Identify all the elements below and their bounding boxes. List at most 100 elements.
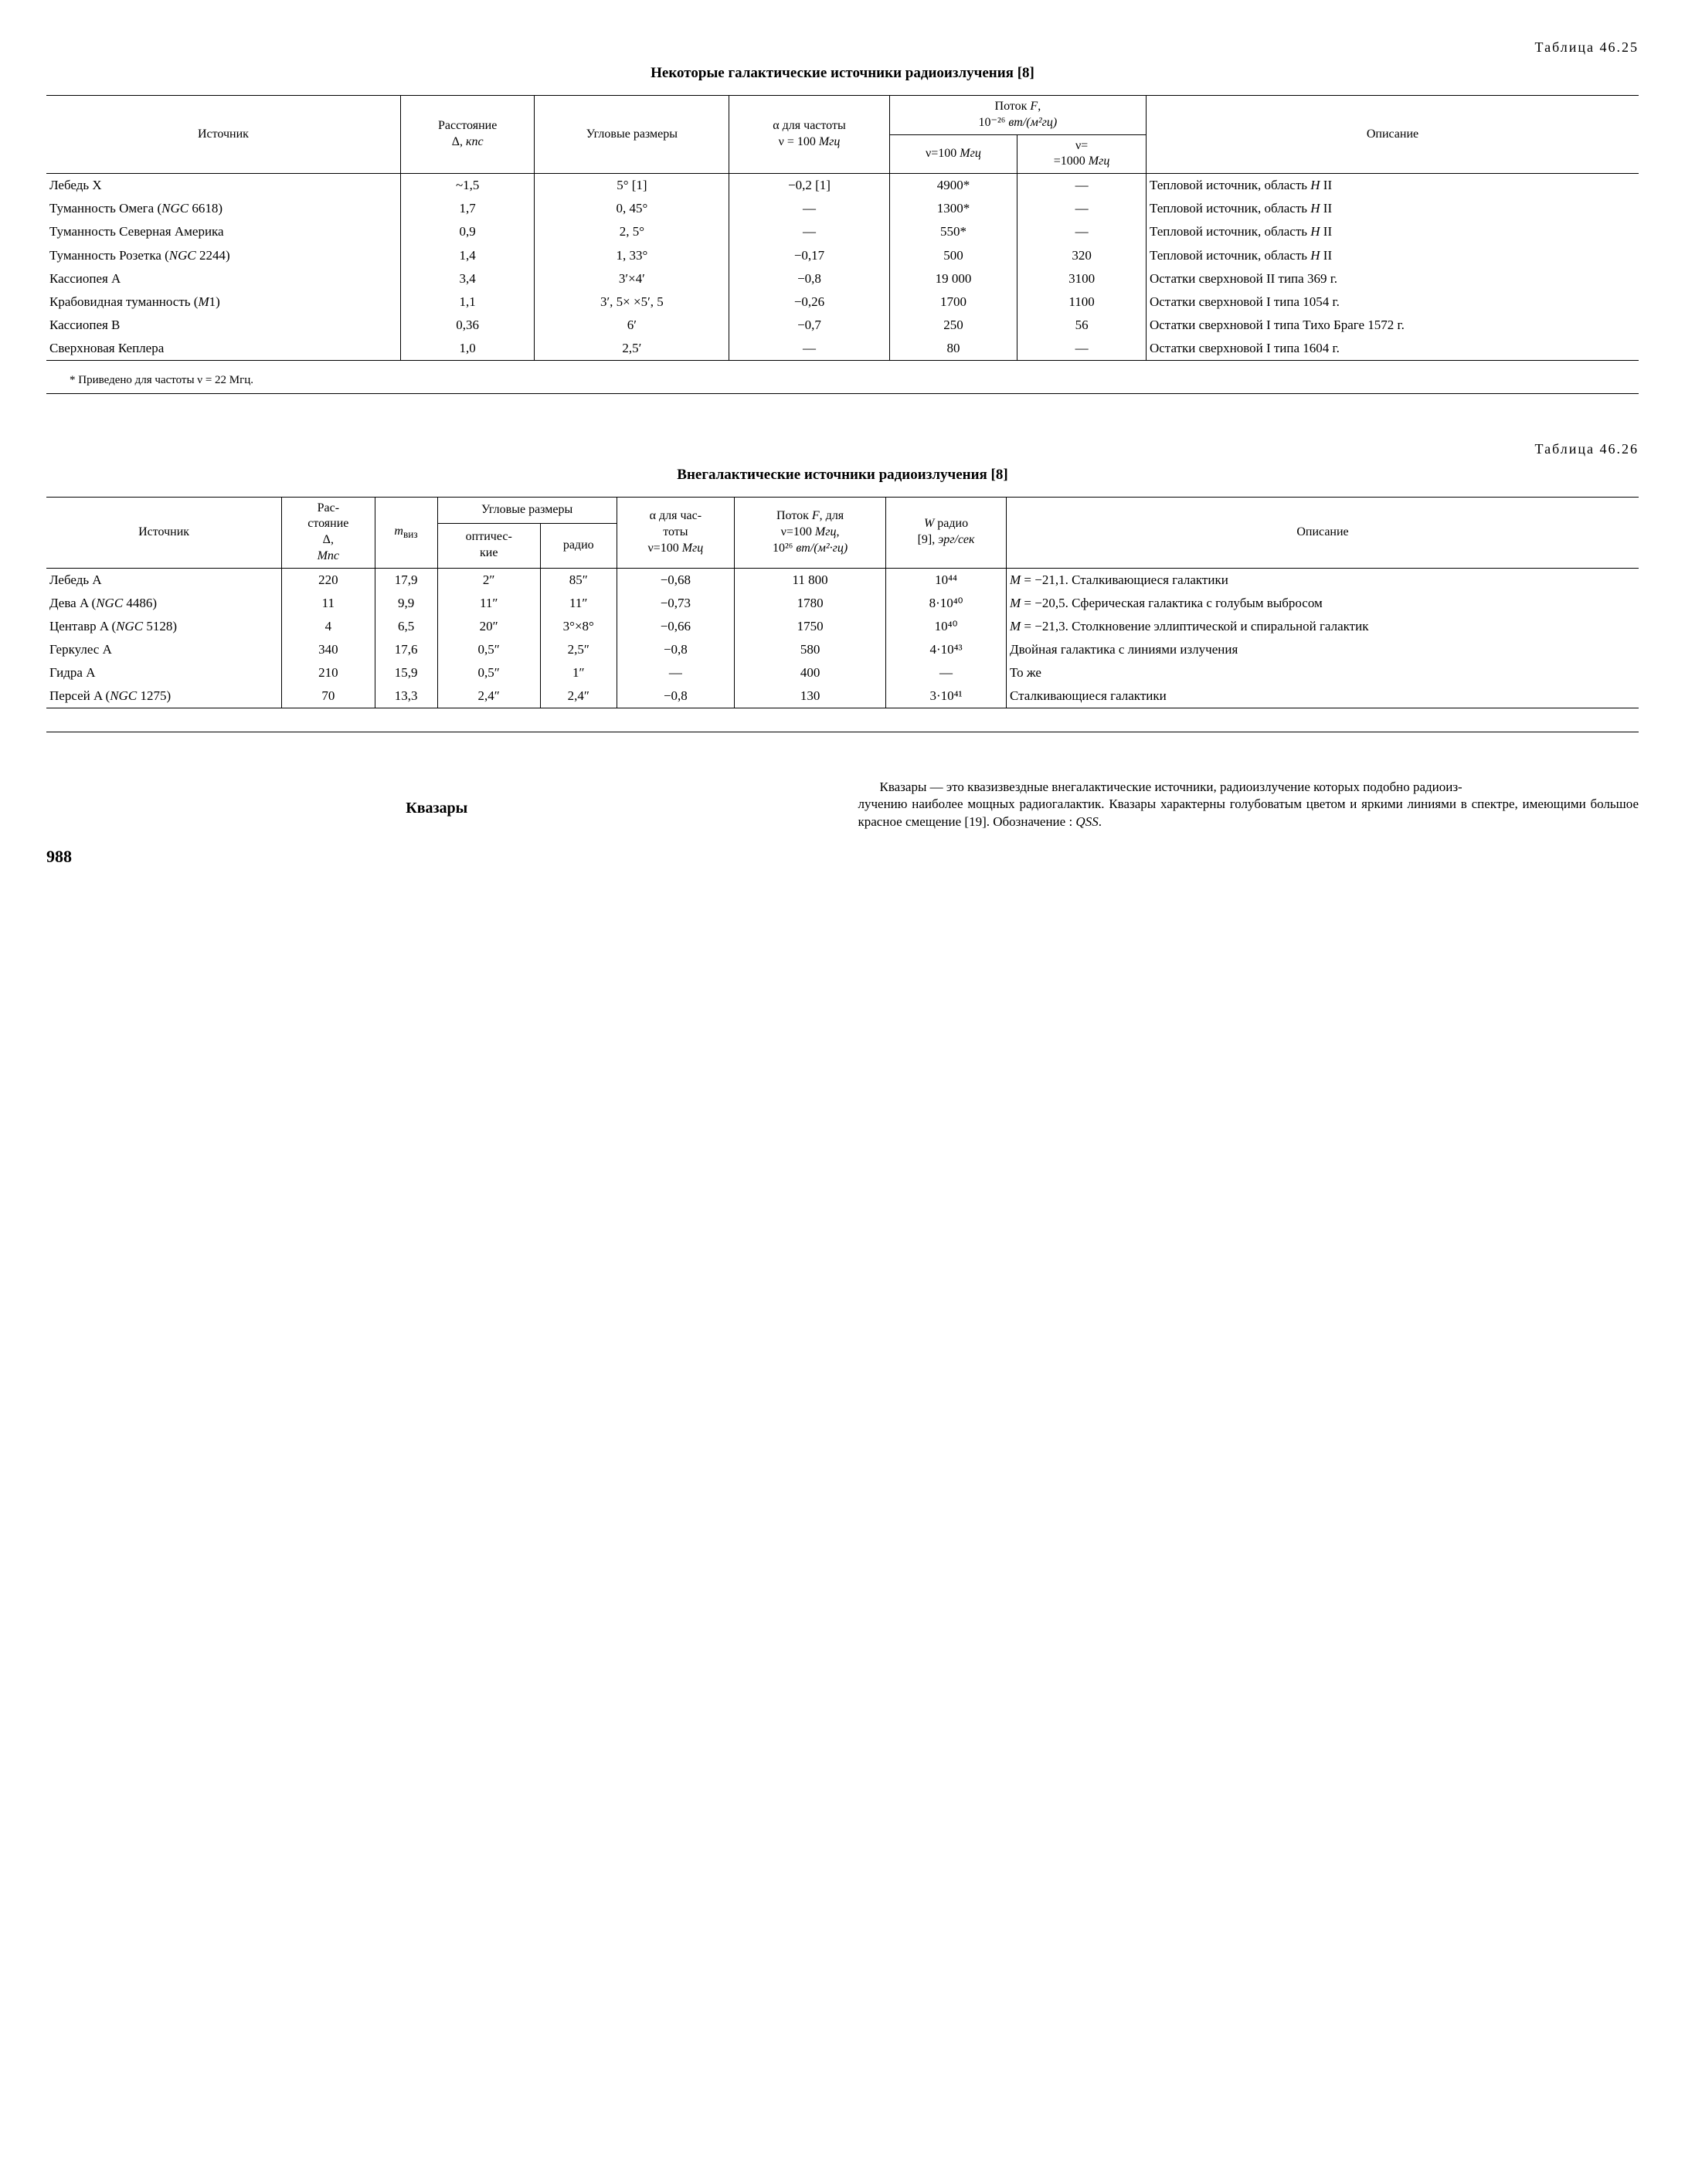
t1-desc: Тепловой источник, область H II — [1146, 174, 1639, 198]
t1-alpha: −0,17 — [729, 244, 889, 267]
t2-h-radio: радио — [540, 523, 617, 568]
t1-h-flux: Поток F,10⁻²⁶ вт/(м²гц) — [889, 96, 1146, 135]
table1-label: Таблица 46.25 — [46, 39, 1639, 56]
t1-dist: 1,7 — [400, 197, 535, 220]
t2-h-flux: Поток F, дляν=100 Мгц,10²⁶ вт/(м²·гц) — [735, 497, 886, 568]
t1-f1000: — — [1017, 220, 1147, 243]
t2-alpha: −0,66 — [617, 615, 734, 638]
t2-dist: 220 — [282, 568, 375, 592]
t1-ang: 0, 45° — [535, 197, 729, 220]
table1: Источник РасстояниеΔ, кпс Угловые размер… — [46, 95, 1639, 361]
t1-dist: 0,36 — [400, 314, 535, 337]
t2-desc: То же — [1007, 661, 1639, 684]
t2-source: Персей A (NGC 1275) — [46, 684, 282, 708]
t1-ang: 2, 5° — [535, 220, 729, 243]
t1-f100: 550* — [889, 220, 1017, 243]
t1-desc: Тепловой источник, область H II — [1146, 197, 1639, 220]
t2-mvis: 9,9 — [375, 592, 437, 615]
t2-dist: 4 — [282, 615, 375, 638]
quasars-text2: лучению наиболее мощных радиогалактик. К… — [858, 796, 1639, 830]
t1-alpha: −0,26 — [729, 290, 889, 314]
t2-dist: 11 — [282, 592, 375, 615]
t2-w: 10⁴⁰ — [886, 615, 1007, 638]
t2-h-w: W радио[9], эрг/сек — [886, 497, 1007, 568]
t2-w: 3·10⁴¹ — [886, 684, 1007, 708]
t2-opt: 2″ — [437, 568, 540, 592]
t2-alpha: −0,8 — [617, 638, 734, 661]
t2-h-source: Источник — [46, 497, 282, 568]
t1-h-source: Источник — [46, 96, 400, 174]
t1-source: Туманность Северная Америка — [46, 220, 400, 243]
t2-desc: Сталкивающиеся галактики — [1007, 684, 1639, 708]
t2-radio: 3°×8° — [540, 615, 617, 638]
t1-ang: 3′×4′ — [535, 267, 729, 290]
t2-source: Дева A (NGC 4486) — [46, 592, 282, 615]
t2-source: Центавр A (NGC 5128) — [46, 615, 282, 638]
t1-dist: ~1,5 — [400, 174, 535, 198]
t1-f1000: 3100 — [1017, 267, 1147, 290]
t2-desc: M = −21,1. Сталкивающиеся галактики — [1007, 568, 1639, 592]
t2-mvis: 15,9 — [375, 661, 437, 684]
t2-flux: 11 800 — [735, 568, 886, 592]
t2-h-dist: Рас-стояниеΔ,Мпс — [282, 497, 375, 568]
t2-radio: 85″ — [540, 568, 617, 592]
page-number: 988 — [46, 846, 1639, 868]
t2-opt: 11″ — [437, 592, 540, 615]
table2: Источник Рас-стояниеΔ,Мпс mвиз Угловые р… — [46, 497, 1639, 709]
t1-alpha: — — [729, 197, 889, 220]
t1-source: Туманность Розетка (NGC 2244) — [46, 244, 400, 267]
t1-h-dist: РасстояниеΔ, кпс — [400, 96, 535, 174]
t1-f1000: — — [1017, 197, 1147, 220]
t2-mvis: 6,5 — [375, 615, 437, 638]
t1-desc: Остатки сверхновой II типа 369 г. — [1146, 267, 1639, 290]
t1-desc: Остатки сверхновой I типа Тихо Браге 157… — [1146, 314, 1639, 337]
t2-opt: 0,5″ — [437, 661, 540, 684]
t1-f100: 500 — [889, 244, 1017, 267]
t1-h-ang: Угловые размеры — [535, 96, 729, 174]
t2-mvis: 17,9 — [375, 568, 437, 592]
t2-opt: 0,5″ — [437, 638, 540, 661]
t1-alpha: −0,2 [1] — [729, 174, 889, 198]
t2-w: 10⁴⁴ — [886, 568, 1007, 592]
t1-alpha: — — [729, 220, 889, 243]
t2-dist: 340 — [282, 638, 375, 661]
t2-flux: 1750 — [735, 615, 886, 638]
t2-h-desc: Описание — [1007, 497, 1639, 568]
t2-h-alpha: α для час-тотыν=100 Мгц — [617, 497, 734, 568]
table1-title: Некоторые галактические источники радиои… — [46, 64, 1639, 83]
t2-desc: M = −20,5. Сферическая галактика с голуб… — [1007, 592, 1639, 615]
t1-alpha: — — [729, 337, 889, 361]
t1-f1000: 320 — [1017, 244, 1147, 267]
t2-flux: 1780 — [735, 592, 886, 615]
t1-dist: 0,9 — [400, 220, 535, 243]
t1-dist: 1,4 — [400, 244, 535, 267]
t1-dist: 1,1 — [400, 290, 535, 314]
t1-source: Крабовидная туманность (M1) — [46, 290, 400, 314]
t2-w: 8·10⁴⁰ — [886, 592, 1007, 615]
t2-dist: 210 — [282, 661, 375, 684]
t1-ang: 3′, 5× ×5′, 5 — [535, 290, 729, 314]
quasars-section: Квазары Квазары — это квазизвездные внег… — [46, 779, 1639, 830]
t1-alpha: −0,7 — [729, 314, 889, 337]
t2-opt: 20″ — [437, 615, 540, 638]
t1-alpha: −0,8 — [729, 267, 889, 290]
t2-desc: M = −21,3. Столкновение эллиптической и … — [1007, 615, 1639, 638]
t2-radio: 2,5″ — [540, 638, 617, 661]
table1-footnote: * Приведено для частоты ν = 22 Мгц. — [46, 369, 1639, 394]
t1-h-desc: Описание — [1146, 96, 1639, 174]
t1-source: Кассиопея B — [46, 314, 400, 337]
t1-f1000: 1100 — [1017, 290, 1147, 314]
t1-desc: Тепловой источник, область H II — [1146, 244, 1639, 267]
t1-desc: Остатки сверхновой I типа 1054 г. — [1146, 290, 1639, 314]
t1-f100: 250 — [889, 314, 1017, 337]
t2-w: 4·10⁴³ — [886, 638, 1007, 661]
t1-source: Лебедь X — [46, 174, 400, 198]
t2-opt: 2,4″ — [437, 684, 540, 708]
t2-source: Лебедь A — [46, 568, 282, 592]
table2-label: Таблица 46.26 — [46, 440, 1639, 458]
t1-desc: Остатки сверхновой I типа 1604 г. — [1146, 337, 1639, 361]
t1-dist: 3,4 — [400, 267, 535, 290]
t1-f100: 19 000 — [889, 267, 1017, 290]
t1-f1000: — — [1017, 337, 1147, 361]
table2-title: Внегалактические источники радиоизлучени… — [46, 466, 1639, 485]
